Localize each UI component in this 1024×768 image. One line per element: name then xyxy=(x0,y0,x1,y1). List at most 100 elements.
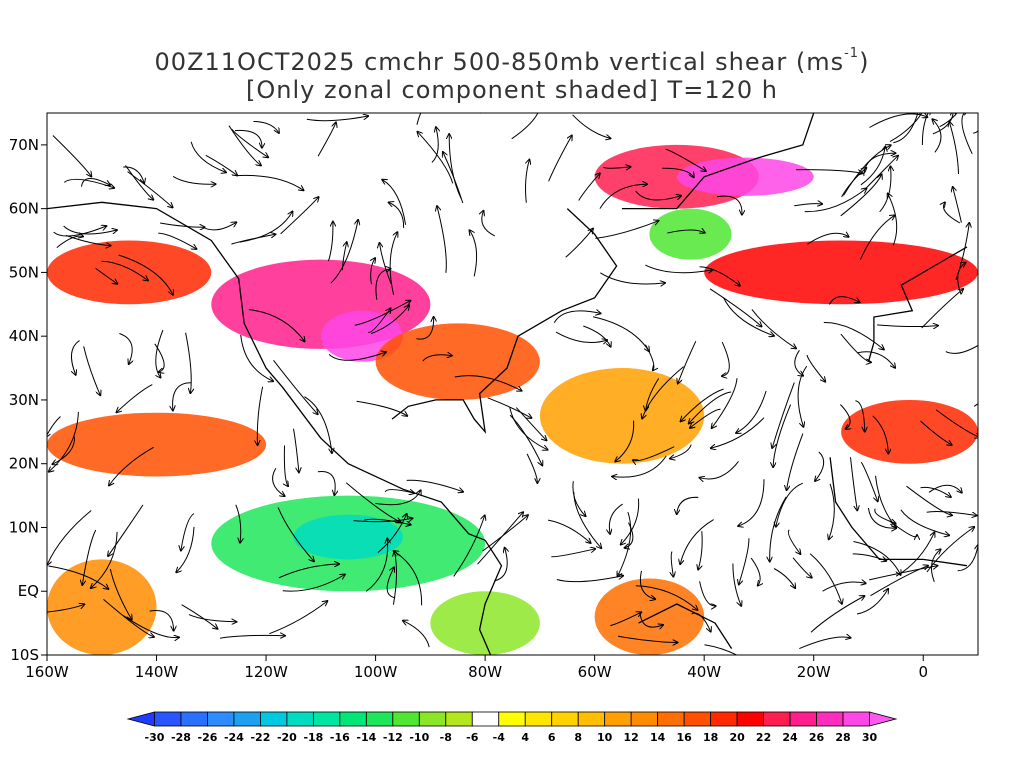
coastline xyxy=(829,457,968,567)
colorbar-arrow-left xyxy=(126,711,155,727)
shear-region xyxy=(676,157,814,196)
colorbar-swatch xyxy=(445,711,473,727)
colorbar-swatch xyxy=(154,711,182,727)
streamline xyxy=(578,173,600,201)
streamline xyxy=(49,411,79,472)
streamline xyxy=(482,515,528,552)
streamline xyxy=(437,206,447,273)
streamline xyxy=(671,551,673,577)
streamline xyxy=(188,614,236,622)
colorbar: -30 -28 -26 -24 -22 -20 -18 -16 -14 -12 -10 -8 -6 -4 4… xyxy=(126,711,898,744)
colorbar-swatch xyxy=(816,711,844,727)
shear-region xyxy=(649,208,732,260)
colorbar-swatch xyxy=(365,711,394,727)
streamline xyxy=(678,340,697,383)
streamline xyxy=(618,511,632,576)
streamline xyxy=(874,508,896,524)
colorbar-label: 10 xyxy=(597,731,613,744)
streamline xyxy=(926,511,977,515)
streamline xyxy=(47,604,84,613)
colorbar-swatch xyxy=(392,711,420,727)
shear-region xyxy=(841,399,978,464)
streamline xyxy=(573,492,602,548)
streamline xyxy=(494,548,507,582)
streamline xyxy=(957,263,966,295)
streamline xyxy=(859,215,894,260)
streamline xyxy=(293,428,299,473)
streamline xyxy=(906,485,952,515)
streamline xyxy=(794,350,803,375)
streamline xyxy=(273,359,318,414)
streamline xyxy=(857,351,895,368)
streamline xyxy=(698,531,703,569)
streamline xyxy=(185,332,192,393)
streamline xyxy=(160,222,205,227)
streamline xyxy=(403,621,430,648)
streamline xyxy=(864,156,898,190)
lon-tick-label: 140W xyxy=(135,663,179,681)
colorbar-swatch xyxy=(312,711,341,727)
lon-tick-label: 120W xyxy=(244,663,288,681)
streamline xyxy=(449,134,462,199)
streamline xyxy=(804,188,867,213)
streamline xyxy=(645,264,712,273)
colorbar-label: 22 xyxy=(756,731,771,744)
shear-region xyxy=(704,240,978,305)
streamline xyxy=(377,514,407,553)
streamline xyxy=(670,444,692,459)
streamline xyxy=(869,114,928,128)
streamline xyxy=(700,461,739,479)
colorbar-label: 20 xyxy=(729,731,745,744)
streamline xyxy=(548,136,572,182)
colorbar-label: -6 xyxy=(466,731,479,744)
colorbar-label: 14 xyxy=(650,731,666,744)
streamline xyxy=(82,529,97,585)
streamline xyxy=(240,334,273,381)
shear-region xyxy=(375,323,540,400)
streamline xyxy=(776,482,803,527)
streamline xyxy=(393,551,396,605)
streamline xyxy=(609,503,623,534)
streamline xyxy=(371,258,375,285)
colorbar-swatch xyxy=(339,711,367,727)
streamline xyxy=(53,436,75,464)
colorbar-label: -24 xyxy=(224,731,244,744)
streamline xyxy=(618,635,677,642)
streamline xyxy=(872,415,889,454)
streamline xyxy=(117,384,153,413)
streamline xyxy=(750,557,760,585)
streamline xyxy=(327,222,333,262)
streamline xyxy=(205,154,237,175)
lon-tick-label: 60W xyxy=(578,663,612,681)
colorbar-arrow-right xyxy=(869,711,898,727)
streamline xyxy=(356,400,408,416)
colorbar-swatch xyxy=(418,711,447,727)
shear-region xyxy=(539,368,705,464)
streamline xyxy=(888,520,917,537)
streamline xyxy=(353,518,413,521)
streamline xyxy=(422,355,452,362)
streamline xyxy=(236,174,303,190)
streamline xyxy=(612,455,667,477)
lon-tick-label: 0 xyxy=(918,663,928,681)
streamline xyxy=(118,254,173,295)
streamline xyxy=(53,226,107,237)
streamline xyxy=(394,551,423,606)
streamline xyxy=(699,266,740,286)
streamline xyxy=(553,311,600,323)
streamline xyxy=(202,222,237,231)
streamline xyxy=(375,269,391,300)
streamline xyxy=(855,400,864,432)
colorbar-swatch xyxy=(736,711,764,727)
streamline xyxy=(853,541,901,575)
colorbar-label: -12 xyxy=(383,731,403,744)
streamline xyxy=(870,566,929,597)
streamline xyxy=(810,596,864,633)
colorbar-label: -16 xyxy=(330,731,350,744)
streamline xyxy=(662,167,694,177)
colorbar-label: -10 xyxy=(409,731,429,744)
shear-region xyxy=(594,578,705,655)
streamline xyxy=(895,532,934,577)
colorbar-label: 12 xyxy=(624,731,639,744)
